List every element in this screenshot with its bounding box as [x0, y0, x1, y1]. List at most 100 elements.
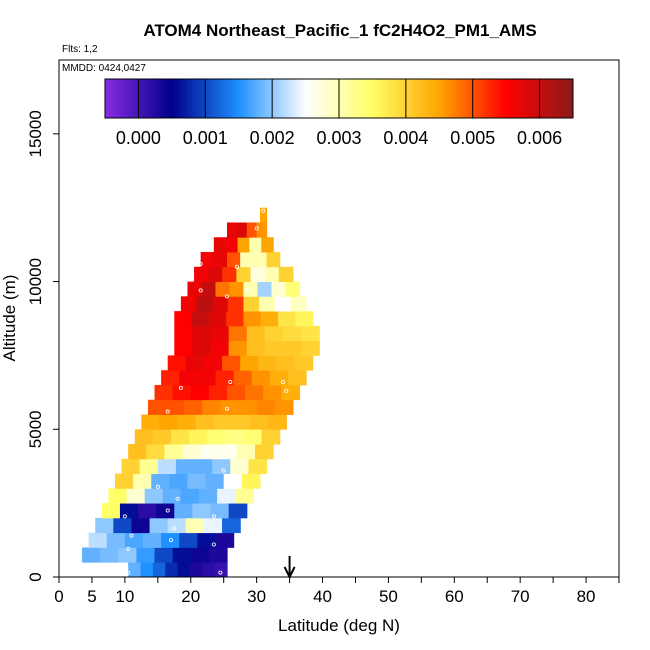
sample-point [178, 385, 183, 390]
colorbar-segment [369, 79, 373, 118]
heatmap-cells [82, 207, 320, 577]
colorbar-segment [208, 79, 213, 118]
heatmap-cell [301, 340, 320, 356]
heatmap-cell [154, 547, 174, 563]
colorbar-segment [288, 79, 293, 118]
colorbar-segment [445, 79, 450, 118]
heatmap-cell [144, 488, 164, 504]
heatmap-cell [197, 532, 217, 548]
heatmap-cell [192, 325, 212, 342]
colorbar-segment [405, 79, 410, 118]
sample-point [168, 538, 173, 543]
heatmap-cell [161, 370, 180, 386]
colorbar-segment [395, 79, 400, 118]
colorbar-segment [128, 79, 133, 118]
heatmap-cell [101, 503, 121, 519]
heatmap-cell [260, 311, 279, 327]
colorbar-segment [318, 79, 323, 118]
colorbar-segment [315, 79, 320, 118]
colorbar-segment [352, 79, 357, 118]
sample-point [224, 406, 229, 411]
heatmap-cell [161, 532, 180, 548]
colorbar-segment [115, 79, 119, 118]
colorbar-tick-label: 0.003 [316, 128, 361, 148]
x-tick-label: 30 [247, 587, 266, 606]
colorbar-segment [168, 79, 173, 118]
colorbar-segment [365, 79, 370, 118]
sample-point [218, 570, 223, 575]
colorbar-segment [265, 79, 270, 118]
heatmap-cell [174, 311, 193, 327]
x-tick-label: 40 [313, 587, 332, 606]
heatmap-cell [212, 296, 229, 312]
heatmap-cell [202, 399, 222, 415]
heatmap-cell [146, 444, 166, 460]
colorbar-segment [499, 79, 504, 118]
heatmap-cell [278, 266, 294, 282]
colorbar-segment [385, 79, 390, 118]
y-axis: 0 5000 10000 15000 [26, 110, 59, 582]
sample-point [172, 526, 177, 531]
sample-point [234, 264, 239, 269]
heatmap-cell [100, 547, 119, 563]
colorbar-segment [138, 79, 143, 118]
heatmap-cell [208, 547, 228, 563]
heatmap-cell [215, 532, 235, 548]
colorbar-tick-label: 0.006 [517, 128, 562, 148]
colorbar-segment [569, 79, 574, 118]
heatmap-cell [201, 281, 217, 297]
colorbar-segment [195, 79, 200, 118]
colorbar-segment [148, 79, 153, 118]
colorbar-segment [198, 79, 203, 118]
heatmap-cell [139, 458, 159, 474]
x-tick-label: 5 [87, 587, 96, 606]
y-axis-label: Altitude (m) [0, 275, 19, 362]
heatmap-cell [235, 488, 254, 504]
colorbar-segment [469, 79, 474, 118]
heatmap-cell [164, 444, 184, 460]
heatmap-cell [200, 444, 220, 460]
heatmap-cell [229, 281, 245, 297]
sample-points [122, 208, 289, 575]
colorbar-tick-label: 0.005 [450, 128, 495, 148]
x-tick-label: 50 [379, 587, 398, 606]
heatmap-cell [269, 370, 289, 386]
colorbar-segment [305, 79, 310, 118]
heatmap-cell [256, 222, 268, 238]
colorbar-segment [419, 79, 424, 118]
colorbar-segment [255, 79, 260, 118]
sample-point [211, 514, 216, 519]
sample-point [198, 288, 203, 293]
colorbar-segment [201, 79, 206, 118]
heatmap-cell [228, 325, 248, 342]
flights-label: Flts: 1,2 [62, 44, 98, 55]
heatmap-cell [283, 325, 302, 342]
heatmap-cell [167, 355, 187, 371]
heatmap-cell [228, 503, 248, 519]
heatmap-cell [240, 252, 254, 268]
colorbar-segment [559, 79, 564, 118]
y-tick-label: 10000 [26, 258, 45, 305]
heatmap-cell [136, 547, 156, 563]
heatmap-cell [227, 222, 238, 238]
heatmap-cell [174, 503, 194, 519]
heatmap-cell [189, 429, 208, 445]
sample-point [261, 208, 266, 213]
heatmap-cell [106, 532, 126, 548]
heatmap-cell [248, 458, 268, 474]
y-tick-label: 0 [26, 572, 45, 581]
colorbar-segment [462, 79, 467, 118]
heatmap-cell [154, 384, 174, 401]
colorbar-segment [509, 79, 514, 118]
heatmap-cell [212, 458, 231, 474]
sample-point [221, 468, 226, 473]
colorbar-segment [175, 79, 180, 118]
sample-point [165, 409, 170, 414]
sample-point [224, 294, 229, 299]
heatmap-cell [192, 340, 212, 356]
x-axis-label: Latitude (deg N) [278, 616, 400, 635]
heatmap-cell [231, 414, 251, 430]
heatmap-cell [159, 414, 179, 430]
heatmap-cell [274, 296, 292, 312]
colorbar-segment [135, 79, 139, 118]
